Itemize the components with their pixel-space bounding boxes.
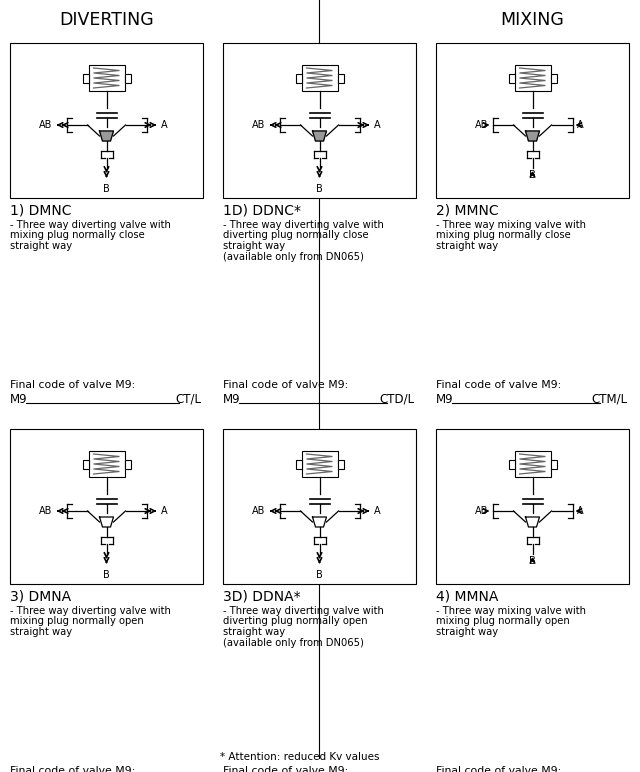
Bar xyxy=(515,65,550,91)
Text: A: A xyxy=(577,120,583,130)
Bar xyxy=(10,429,203,584)
Bar xyxy=(550,459,557,469)
Polygon shape xyxy=(99,131,113,141)
Text: - Three way mixing valve with: - Three way mixing valve with xyxy=(436,220,586,230)
Bar xyxy=(296,459,301,469)
Polygon shape xyxy=(312,517,326,527)
Text: A: A xyxy=(374,506,380,516)
Text: Final code of valve M9:: Final code of valve M9: xyxy=(10,766,135,772)
Text: B: B xyxy=(316,184,323,194)
Bar xyxy=(436,43,629,198)
Text: B: B xyxy=(103,184,110,194)
Bar xyxy=(337,459,344,469)
Text: A: A xyxy=(374,120,380,130)
Text: Final code of valve M9:: Final code of valve M9: xyxy=(10,380,135,390)
Text: CTD/L: CTD/L xyxy=(379,393,414,406)
Text: Final code of valve M9:: Final code of valve M9: xyxy=(223,380,348,390)
Text: DIVERTING: DIVERTING xyxy=(60,11,154,29)
Text: - Three way diverting valve with: - Three way diverting valve with xyxy=(10,606,171,616)
Text: B: B xyxy=(529,170,536,180)
Text: 3D) DDNA*: 3D) DDNA* xyxy=(223,590,301,604)
Text: 2) MMNC: 2) MMNC xyxy=(436,204,499,218)
Text: - Three way diverting valve with: - Three way diverting valve with xyxy=(223,606,384,616)
Bar xyxy=(509,459,515,469)
Text: straight way: straight way xyxy=(10,241,72,251)
Text: 4) MMNA: 4) MMNA xyxy=(436,590,499,604)
Bar xyxy=(509,73,515,83)
Text: CT/L: CT/L xyxy=(175,393,201,406)
Text: B: B xyxy=(529,556,536,566)
Text: Final code of valve M9:: Final code of valve M9: xyxy=(436,766,561,772)
Text: Final code of valve M9:: Final code of valve M9: xyxy=(436,380,561,390)
Text: A: A xyxy=(577,506,583,516)
Text: - Three way mixing valve with: - Three way mixing valve with xyxy=(436,606,586,616)
Text: straight way: straight way xyxy=(10,627,72,637)
Bar xyxy=(301,451,337,477)
Text: mixing plug normally open: mixing plug normally open xyxy=(10,617,144,627)
Bar xyxy=(88,65,125,91)
Text: straight way: straight way xyxy=(223,241,285,251)
Text: diverting plug normally close: diverting plug normally close xyxy=(223,231,369,241)
Text: 3) DMNA: 3) DMNA xyxy=(10,590,71,604)
Text: B: B xyxy=(316,570,323,580)
Bar xyxy=(436,429,629,584)
Polygon shape xyxy=(99,517,113,527)
Bar xyxy=(550,73,557,83)
Text: straight way: straight way xyxy=(436,627,498,637)
Text: mixing plug normally close: mixing plug normally close xyxy=(10,231,145,241)
Text: 1) DMNC: 1) DMNC xyxy=(10,204,72,218)
Text: Final code of valve M9:: Final code of valve M9: xyxy=(223,766,348,772)
Text: AB: AB xyxy=(39,120,52,130)
Text: straight way: straight way xyxy=(436,241,498,251)
Text: A: A xyxy=(161,506,167,516)
Text: (available only from DN065): (available only from DN065) xyxy=(223,638,364,648)
Text: AB: AB xyxy=(39,506,52,516)
Polygon shape xyxy=(525,517,540,527)
Text: * Attention: reduced Kv values: * Attention: reduced Kv values xyxy=(220,752,380,762)
Polygon shape xyxy=(312,131,326,141)
Bar xyxy=(125,73,131,83)
Bar xyxy=(223,43,416,198)
Text: - Three way diverting valve with: - Three way diverting valve with xyxy=(223,220,384,230)
Bar xyxy=(83,459,88,469)
Bar xyxy=(296,73,301,83)
Bar xyxy=(10,43,203,198)
Text: diverting plug normally open: diverting plug normally open xyxy=(223,617,367,627)
Text: MIXING: MIXING xyxy=(500,11,564,29)
Bar xyxy=(301,65,337,91)
Bar xyxy=(83,73,88,83)
Bar xyxy=(337,73,344,83)
Text: mixing plug normally open: mixing plug normally open xyxy=(436,617,570,627)
Text: AB: AB xyxy=(252,506,266,516)
Text: AB: AB xyxy=(475,120,488,130)
Text: straight way: straight way xyxy=(223,627,285,637)
Text: B: B xyxy=(103,570,110,580)
Bar xyxy=(515,451,550,477)
Text: M9: M9 xyxy=(223,393,241,406)
Text: AB: AB xyxy=(475,506,488,516)
Text: 1D) DDNC*: 1D) DDNC* xyxy=(223,204,301,218)
Text: (available only from DN065): (available only from DN065) xyxy=(223,252,364,262)
Bar xyxy=(88,451,125,477)
Text: M9: M9 xyxy=(10,393,28,406)
Text: mixing plug normally close: mixing plug normally close xyxy=(436,231,571,241)
Bar xyxy=(223,429,416,584)
Polygon shape xyxy=(525,131,540,141)
Text: M9: M9 xyxy=(436,393,454,406)
Text: - Three way diverting valve with: - Three way diverting valve with xyxy=(10,220,171,230)
Bar xyxy=(125,459,131,469)
Text: AB: AB xyxy=(252,120,266,130)
Text: A: A xyxy=(161,120,167,130)
Text: CTM/L: CTM/L xyxy=(591,393,627,406)
